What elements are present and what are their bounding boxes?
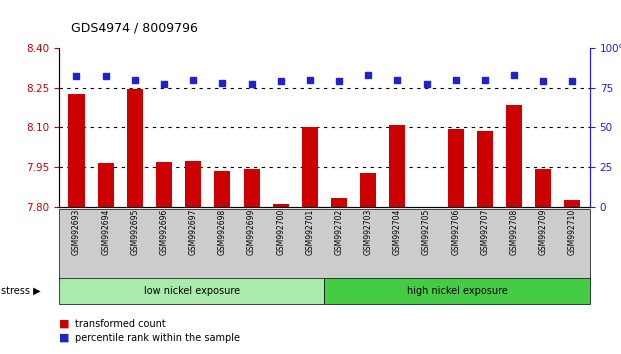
Bar: [214, 171, 230, 207]
Bar: [506, 105, 522, 207]
Bar: [477, 131, 493, 207]
Bar: [535, 169, 551, 207]
Bar: [448, 129, 464, 207]
Text: stress ▶: stress ▶: [1, 286, 41, 296]
Bar: [243, 169, 260, 207]
Bar: [360, 172, 376, 207]
Text: low nickel exposure: low nickel exposure: [143, 286, 240, 296]
Text: percentile rank within the sample: percentile rank within the sample: [75, 333, 240, 343]
Bar: [331, 198, 347, 207]
Text: transformed count: transformed count: [75, 319, 165, 329]
Bar: [185, 161, 201, 207]
Bar: [302, 127, 318, 207]
Bar: [564, 200, 581, 207]
Text: ■: ■: [59, 319, 70, 329]
Bar: [156, 162, 172, 207]
Bar: [273, 204, 289, 207]
Text: GDS4974 / 8009796: GDS4974 / 8009796: [71, 21, 198, 34]
Text: high nickel exposure: high nickel exposure: [407, 286, 507, 296]
Bar: [97, 163, 114, 207]
Text: ■: ■: [59, 333, 70, 343]
Bar: [68, 94, 84, 207]
Bar: [127, 89, 143, 207]
Bar: [389, 125, 406, 207]
